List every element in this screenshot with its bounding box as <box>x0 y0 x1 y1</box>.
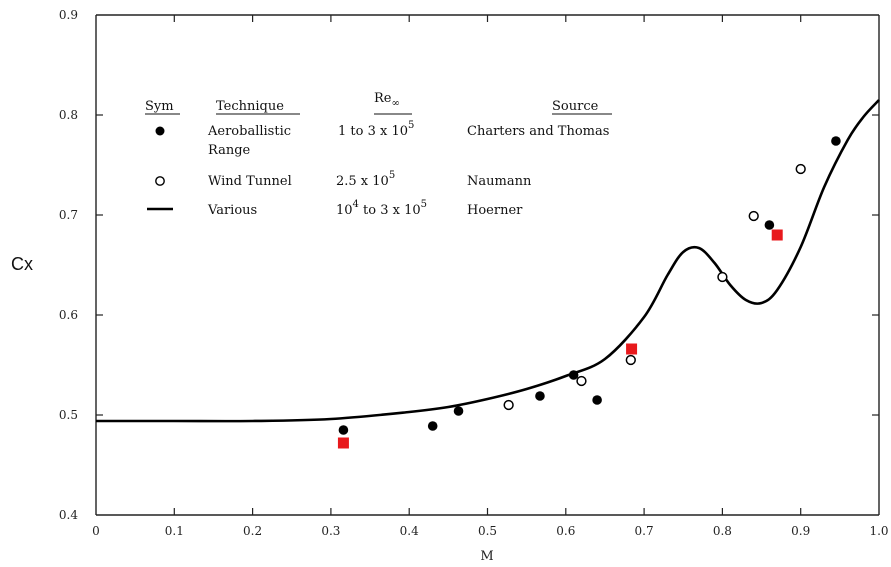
legend-row3-re-pre-exp: 4 <box>353 199 359 210</box>
legend-header-re-sub: ∞ <box>391 98 399 109</box>
filled-circle-point <box>535 391 545 401</box>
y-tick-label: 0.7 <box>59 208 78 222</box>
series-layer <box>95 99 880 449</box>
legend-header-re-base: Re <box>374 91 392 106</box>
filled-circle-point <box>568 370 579 380</box>
open-circle-point <box>625 354 636 366</box>
x-tick-label: 0.2 <box>243 524 262 538</box>
legend-row2-technique: Wind Tunnel <box>208 174 292 189</box>
filled-circle-point <box>592 395 602 405</box>
x-tick-label: 0.4 <box>400 524 419 538</box>
y-ticks: 0.4 0.5 0.6 0.7 0.8 0.9 <box>59 8 879 522</box>
legend: Sym Technique Re∞ Source Aeroballistic R… <box>145 91 612 218</box>
legend-row2-re-exp: 5 <box>389 170 395 181</box>
x-axis-label: M <box>480 549 493 564</box>
legend-header-re: Re∞ <box>374 91 400 109</box>
legend-row1-re-exp: 5 <box>408 120 414 131</box>
y-tick-label: 0.6 <box>59 308 78 322</box>
legend-row2-re-base: 2.5 x 10 <box>336 174 389 189</box>
x-tick-label: 0.8 <box>713 524 732 538</box>
x-tick-label: 1.0 <box>869 524 888 538</box>
open-circle-point <box>717 271 728 283</box>
legend-row1-technique-line2: Range <box>208 143 251 158</box>
legend-open-circle-icon <box>155 176 165 186</box>
legend-row1-source: Charters and Thomas <box>467 124 609 139</box>
legend-row1-re: 1 to 3 x 105 <box>338 120 414 139</box>
open-circle-point <box>503 399 514 411</box>
x-tick-label: 0.5 <box>478 524 497 538</box>
x-ticks: 0 0.1 0.2 0.3 0.4 0.5 0.6 0.7 0.8 0.9 1.0 <box>92 15 889 538</box>
legend-row1-re-base: 1 to 3 x 10 <box>338 124 408 139</box>
filled-circle-point <box>427 421 438 431</box>
legend-row2-source: Naumann <box>467 174 532 189</box>
legend-row3-re: 104 to 3 x 105 <box>336 199 427 218</box>
legend-row3-technique: Various <box>207 203 257 218</box>
filled-circle-point <box>764 220 775 230</box>
legend-row2-re: 2.5 x 105 <box>336 170 395 189</box>
red-square-point <box>337 437 349 449</box>
y-tick-label: 0.8 <box>59 108 78 122</box>
open-circle-point <box>748 210 759 222</box>
open-circle-point <box>576 375 587 387</box>
legend-row3-re-base: to 3 x 10 <box>359 203 421 218</box>
open-circle-point <box>795 163 806 175</box>
x-tick-label: 0.3 <box>321 524 340 538</box>
y-tick-label: 0.9 <box>59 8 78 22</box>
legend-row3-re-exp: 5 <box>421 199 427 210</box>
red-square-point <box>626 343 638 355</box>
x-tick-label: 0.6 <box>556 524 575 538</box>
legend-filled-circle-icon <box>155 126 165 136</box>
hoerner-curve <box>95 99 880 423</box>
legend-header-technique: Technique <box>216 99 284 114</box>
legend-header-source: Source <box>552 99 599 114</box>
x-tick-label: 0.9 <box>791 524 810 538</box>
x-tick-label: 0.1 <box>165 524 184 538</box>
legend-row3-source: Hoerner <box>467 203 523 218</box>
filled-circle-point <box>831 136 841 146</box>
plot-frame <box>95 14 880 516</box>
legend-row3-re-pre: 10 <box>336 203 353 218</box>
filled-circle-point <box>338 425 349 435</box>
x-tick-label: 0.7 <box>635 524 654 538</box>
red-square-point <box>771 229 783 241</box>
y-axis-label: Cx <box>11 254 33 274</box>
y-tick-label: 0.4 <box>59 508 78 522</box>
legend-row1-technique-line1: Aeroballistic <box>207 124 291 139</box>
legend-header-sym: Sym <box>145 99 174 114</box>
y-tick-label: 0.5 <box>59 408 78 422</box>
filled-circle-point <box>453 406 464 416</box>
x-tick-label: 0 <box>92 524 100 538</box>
